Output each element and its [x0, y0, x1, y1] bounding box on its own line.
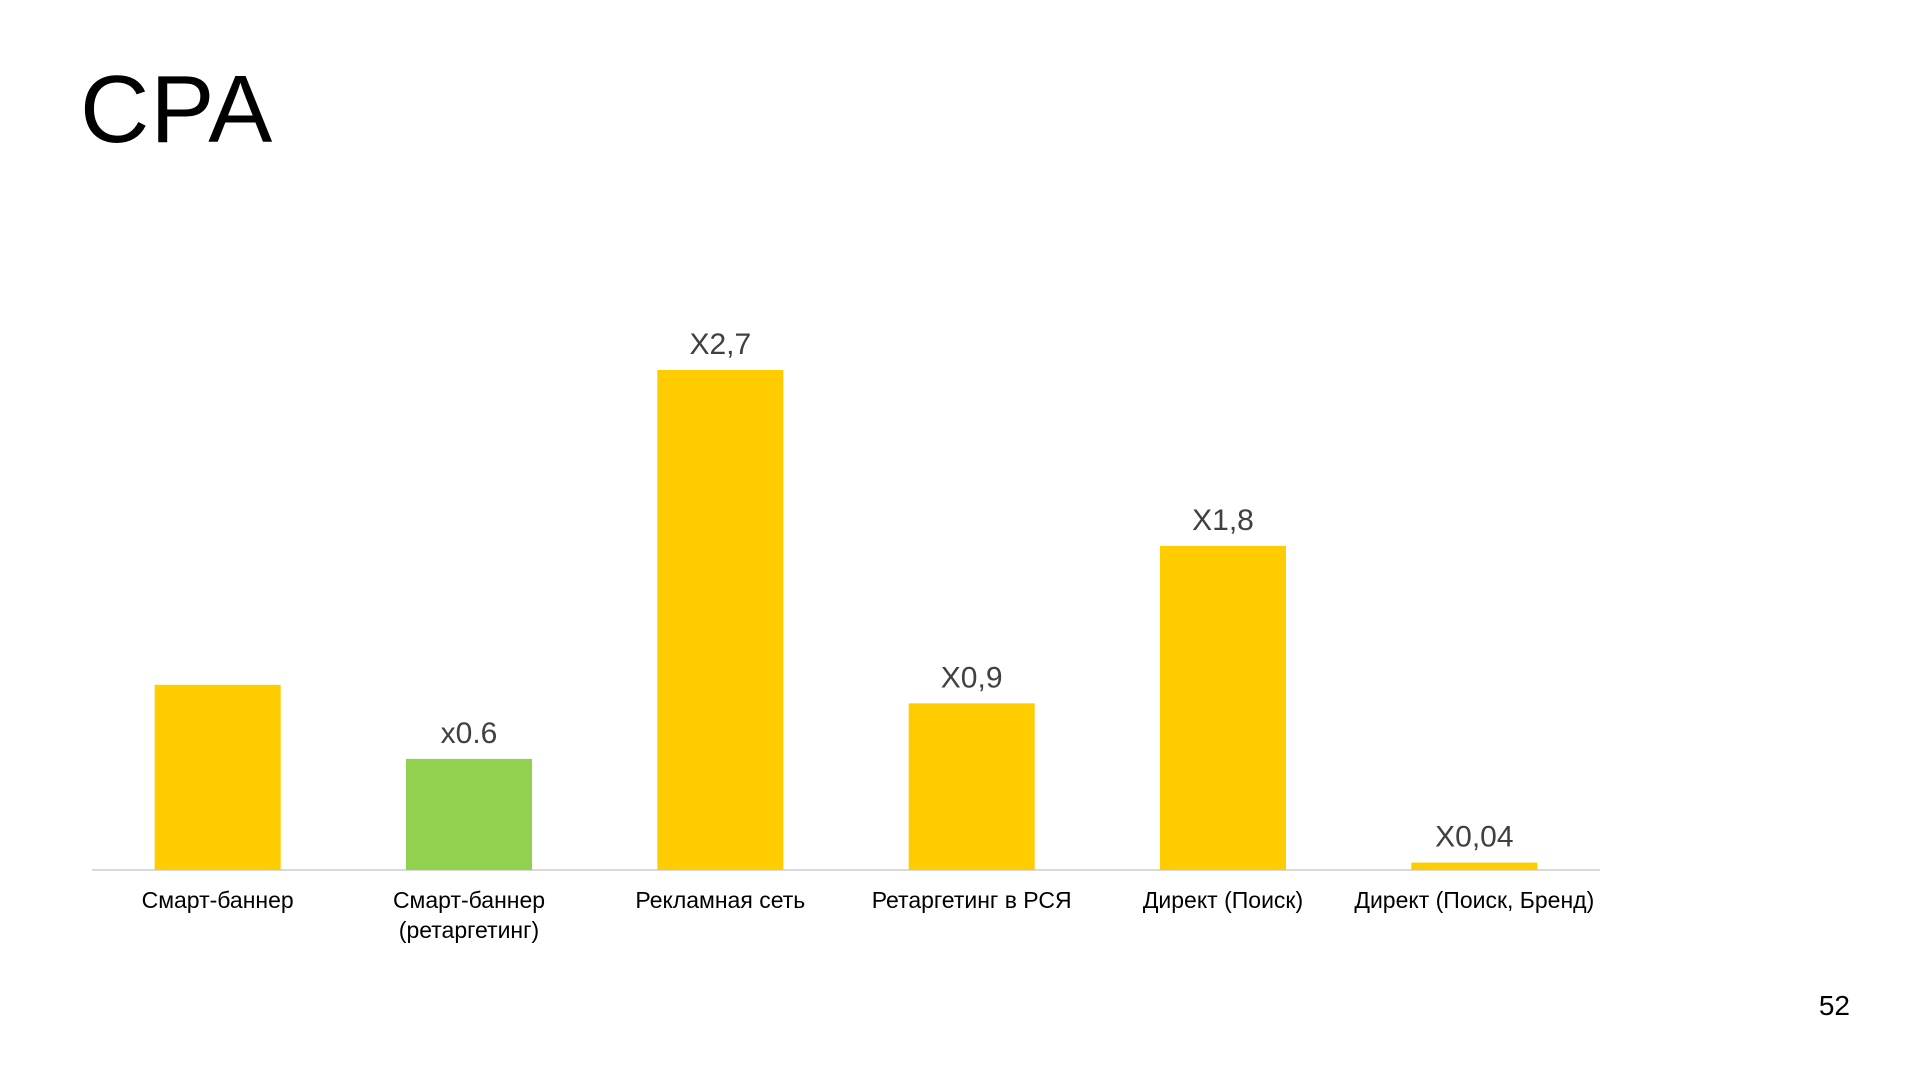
data-label-6: X0,04 [1435, 821, 1513, 854]
data-label-3: X2,7 [689, 328, 751, 361]
category-label-6: Директ (Поиск, Бренд) [1354, 887, 1594, 913]
bar-3 [657, 370, 784, 870]
category-label-2: Смарт-баннер (ретаргетинг) [393, 887, 545, 943]
category-label-line: Смарт-баннер [142, 887, 294, 913]
data-label-4: X0,9 [941, 661, 1003, 694]
bar-5 [1160, 545, 1286, 870]
category-label-line: Ретаргетинг в РСЯ [872, 887, 1072, 913]
category-label-line: Директ (Поиск) [1143, 887, 1303, 913]
page-number: 52 [1818, 990, 1850, 1021]
data-label-5: X1,8 [1192, 504, 1254, 537]
bar-4 [908, 703, 1035, 870]
bar-1 [154, 684, 281, 870]
category-label-5: Директ (Поиск) [1143, 887, 1303, 913]
category-label-line: Рекламная сеть [635, 887, 805, 913]
category-label-line: Директ (Поиск, Бренд) [1354, 887, 1594, 913]
category-label-1: Смарт-баннер [142, 887, 294, 913]
data-label-2: x0.6 [441, 717, 498, 750]
bar-6 [1411, 862, 1538, 870]
category-label-line: (ретаргетинг) [399, 917, 539, 943]
slide-title: CPA [80, 56, 274, 163]
category-label-line: Смарт-баннер [393, 887, 545, 913]
bar-2 [406, 758, 532, 870]
category-label-4: Ретаргетинг в РСЯ [872, 887, 1072, 913]
category-label-3: Рекламная сеть [635, 887, 805, 913]
